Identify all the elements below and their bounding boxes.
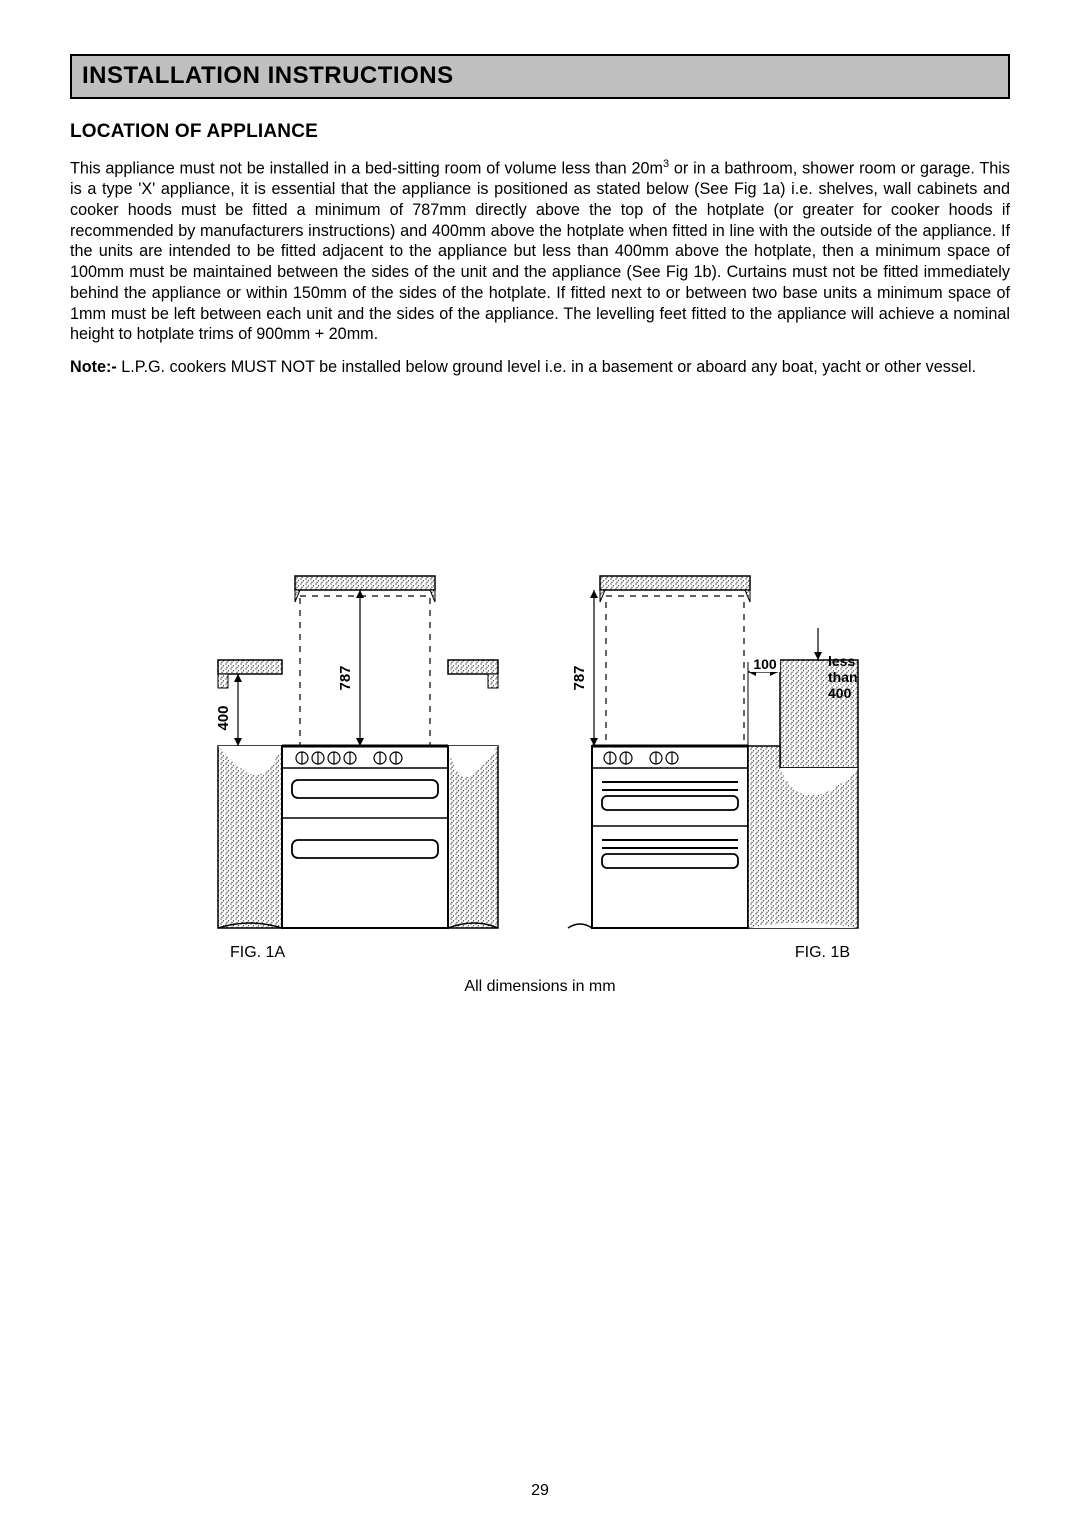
fig1b-label-400: 400	[828, 685, 852, 701]
section-title: INSTALLATION INSTRUCTIONS	[82, 62, 998, 90]
location-subhead: LOCATION OF APPLIANCE	[70, 121, 1010, 143]
location-paragraph: This appliance must not be installed in …	[70, 157, 1010, 345]
fig1b-dim-787: 787	[571, 665, 588, 690]
figure-row: 787 400	[200, 568, 880, 938]
note-paragraph: Note:- L.P.G. cookers MUST NOT be instal…	[70, 357, 1010, 378]
fig1b-dim-100: 100	[753, 656, 777, 672]
note-label: Note:-	[70, 358, 121, 376]
all-dimensions-note: All dimensions in mm	[464, 978, 615, 996]
page-number: 29	[0, 1482, 1080, 1500]
fig1b-label-less: less	[828, 653, 855, 669]
note-text: L.P.G. cookers MUST NOT be installed bel…	[121, 358, 976, 376]
figures-block: 787 400	[70, 568, 1010, 996]
figure-captions: FIG. 1A FIG. 1B	[230, 944, 850, 962]
fig-1a-diagram: 787 400	[200, 568, 500, 938]
fig-1b-diagram: 787 100 less than 400	[560, 568, 880, 938]
section-header: INSTALLATION INSTRUCTIONS	[70, 54, 1010, 99]
fig1a-dim-400: 400	[215, 705, 232, 730]
page: INSTALLATION INSTRUCTIONS LOCATION OF AP…	[0, 0, 1080, 1528]
fig1b-label-than: than	[828, 669, 858, 685]
fig1a-caption: FIG. 1A	[230, 944, 285, 962]
fig1a-dim-787: 787	[337, 665, 354, 690]
fig1b-caption: FIG. 1B	[795, 944, 850, 962]
